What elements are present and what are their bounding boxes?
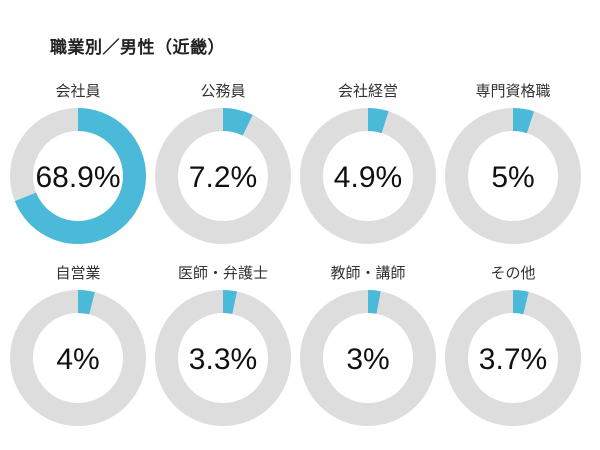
donut-chart: 4.9% <box>300 108 436 244</box>
donut-segment <box>445 290 581 426</box>
category-label: 医師・弁護士 <box>177 264 268 282</box>
percentage-label: 4% <box>56 343 99 376</box>
donut-chart: 7.2% <box>155 108 291 244</box>
donut-cell: 専門資格職 5% <box>443 80 583 250</box>
donut-cell: 医師・弁護士 3.3% <box>153 262 293 432</box>
donut-segment <box>10 108 146 244</box>
category-label: 公務員 <box>200 82 246 100</box>
donut-cell: その他 3.7% <box>443 262 583 432</box>
donut-segment <box>300 108 436 244</box>
donut-cell: 自営業 4% <box>8 262 148 432</box>
percentage-label: 3% <box>346 343 389 376</box>
category-label: 会社員 <box>55 82 101 100</box>
category-label: その他 <box>490 264 536 282</box>
donut-segment <box>155 290 291 426</box>
donut-segment <box>445 108 581 244</box>
percentage-label: 3.7% <box>479 343 547 376</box>
donut-segment <box>300 290 436 426</box>
percentage-label: 4.9% <box>334 161 402 194</box>
percentage-label: 5% <box>491 161 534 194</box>
percentage-label: 68.9% <box>35 161 120 194</box>
donut-cell: 教師・講師 3% <box>298 262 438 432</box>
donut-cell: 会社経営 4.9% <box>298 80 438 250</box>
percentage-label: 7.2% <box>189 161 257 194</box>
donut-chart: 3.7% <box>445 290 581 426</box>
donut-segment <box>10 290 146 426</box>
percentage-label: 3.3% <box>189 343 257 376</box>
donut-chart: 3% <box>300 290 436 426</box>
category-label: 自営業 <box>55 264 101 282</box>
donut-chart: 3.3% <box>155 290 291 426</box>
chart-title: 職業別／男性（近畿） <box>50 38 225 58</box>
donut-cell: 公務員 7.2% <box>153 80 293 250</box>
category-label: 会社経営 <box>337 82 398 100</box>
category-label: 教師・講師 <box>330 264 406 282</box>
category-label: 専門資格職 <box>475 82 551 100</box>
donut-cell: 会社員 68.9% <box>8 80 148 250</box>
donut-chart: 4% <box>10 290 146 426</box>
donut-segment <box>155 108 291 244</box>
donut-chart: 5% <box>445 108 581 244</box>
donut-chart: 68.9% <box>10 108 146 244</box>
